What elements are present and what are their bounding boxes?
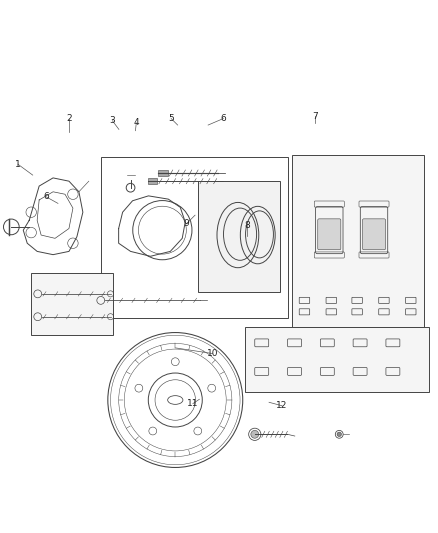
Circle shape bbox=[337, 432, 341, 437]
Bar bbox=[101, 157, 288, 318]
Text: 10: 10 bbox=[207, 349, 218, 358]
Bar bbox=[159, 169, 168, 176]
Text: 8: 8 bbox=[244, 221, 250, 230]
Bar bbox=[198, 181, 279, 292]
Bar bbox=[292, 155, 424, 327]
Text: 12: 12 bbox=[276, 401, 288, 410]
Text: 1: 1 bbox=[15, 160, 21, 169]
FancyBboxPatch shape bbox=[363, 219, 385, 250]
Text: 9: 9 bbox=[184, 220, 189, 228]
Text: 6: 6 bbox=[43, 192, 49, 201]
Text: 6: 6 bbox=[220, 114, 226, 123]
Text: 3: 3 bbox=[110, 116, 115, 125]
Text: 7: 7 bbox=[312, 112, 318, 121]
Bar bbox=[245, 327, 429, 392]
FancyBboxPatch shape bbox=[318, 219, 341, 250]
Text: 11: 11 bbox=[187, 399, 199, 408]
Bar bbox=[31, 273, 113, 335]
Text: 4: 4 bbox=[134, 118, 139, 127]
Text: 5: 5 bbox=[168, 114, 174, 123]
Circle shape bbox=[251, 430, 259, 438]
Bar bbox=[148, 178, 157, 184]
Text: 2: 2 bbox=[66, 114, 72, 123]
